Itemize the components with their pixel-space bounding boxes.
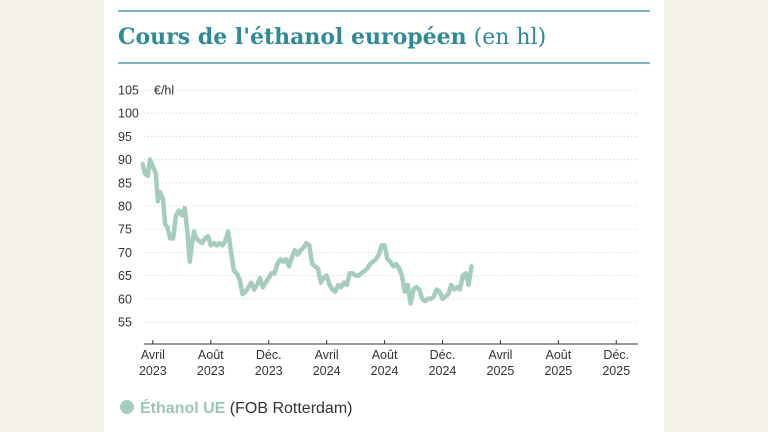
x-tick-label-0-year: 2023 bbox=[139, 364, 167, 378]
x-tick-label-5-year: 2024 bbox=[429, 364, 457, 378]
legend-note: (FOB Rotterdam) bbox=[229, 400, 353, 417]
legend: Éthanol UE (FOB Rotterdam) bbox=[120, 400, 352, 418]
x-tick-label-3-year: 2024 bbox=[313, 364, 341, 378]
top-rule bbox=[118, 10, 650, 12]
series-line-0 bbox=[140, 157, 474, 306]
x-tick-label-6-month: Avril bbox=[488, 348, 512, 362]
x-tick-label-4-year: 2024 bbox=[371, 364, 399, 378]
y-tick-label-90: 90 bbox=[118, 153, 132, 167]
chart-title: Cours de l'éthanol européen (en hl) bbox=[118, 24, 546, 50]
x-tick-label-6-year: 2025 bbox=[487, 364, 515, 378]
y-tick-label-55: 55 bbox=[118, 316, 132, 330]
y-tick-label-80: 80 bbox=[118, 200, 132, 214]
chart-title-main: Cours de l'éthanol européen bbox=[118, 24, 467, 50]
y-tick-label-85: 85 bbox=[118, 176, 132, 190]
x-tick-label-2-year: 2023 bbox=[255, 364, 283, 378]
line-chart: 55 60 65 70 75 80 85 90 95 100 105 €/hl Avril 2023 Aoû… bbox=[118, 84, 638, 378]
y-tick-label-65: 65 bbox=[118, 269, 132, 283]
y-axis-unit: €/hl bbox=[154, 84, 174, 98]
y-tick-label-60: 60 bbox=[118, 292, 132, 306]
y-tick-label-95: 95 bbox=[118, 130, 132, 144]
legend-swatch-icon bbox=[120, 400, 134, 414]
y-tick-label-100: 100 bbox=[118, 107, 139, 121]
x-tick-label-1-year: 2023 bbox=[197, 364, 225, 378]
chart-title-unit: (en hl) bbox=[473, 25, 547, 50]
x-tick-label-0-month: Avril bbox=[141, 348, 165, 362]
chart-card: Cours de l'éthanol européen (en hl) 55 60… bbox=[104, 0, 664, 432]
y-tick-label-75: 75 bbox=[118, 223, 132, 237]
x-tick-label-2-month: Déc. bbox=[256, 348, 282, 362]
x-tick-label-8-year: 2025 bbox=[602, 364, 630, 378]
x-tick-label-7-month: Août bbox=[545, 348, 571, 362]
x-tick-label-8-month: Déc. bbox=[603, 348, 629, 362]
gridlines bbox=[144, 89, 638, 323]
series-layer bbox=[140, 157, 474, 306]
x-tick-label-1-month: Août bbox=[198, 348, 224, 362]
x-tick-label-5-month: Déc. bbox=[430, 348, 456, 362]
legend-series-label: Éthanol UE bbox=[140, 400, 226, 417]
y-tick-label-70: 70 bbox=[118, 246, 132, 260]
x-tick-label-3-month: Avril bbox=[315, 348, 339, 362]
x-tick-label-7-year: 2025 bbox=[544, 364, 572, 378]
axes: 55 60 65 70 75 80 85 90 95 100 105 €/hl Avril 2023 Aoû… bbox=[118, 84, 638, 378]
x-tick-label-4-month: Août bbox=[372, 348, 398, 362]
title-rule bbox=[118, 62, 650, 64]
y-tick-label-105: 105 bbox=[118, 84, 139, 98]
